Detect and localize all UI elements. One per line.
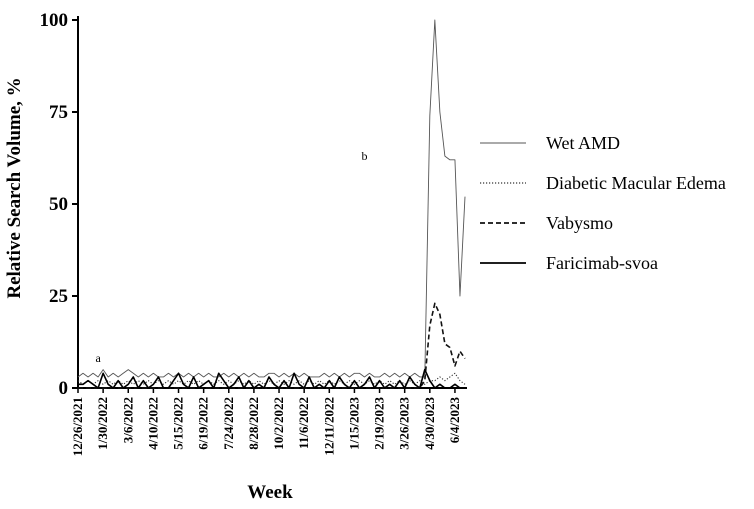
x-tick-label: 8/28/2022 [246, 397, 261, 450]
x-tick-label: 3/26/2023 [397, 397, 412, 450]
legend: Wet AMD Diabetic Macular Edema Vabysmo Fari… [480, 133, 726, 273]
series-line-faricimab-svoa [78, 368, 465, 389]
y-tick-label: 75 [49, 102, 68, 123]
annotation-label: a [95, 351, 101, 365]
x-tick-label: 3/6/2022 [120, 397, 135, 443]
x-tick-label: 5/15/2022 [171, 397, 186, 450]
x-tick-label: 6/19/2022 [196, 397, 211, 450]
y-axis-title: Relative Search Volume, % [4, 77, 25, 298]
axes [77, 16, 467, 389]
x-tick-label: 1/30/2022 [95, 397, 110, 450]
series-lines [77, 19, 466, 389]
y-tick-label: 25 [49, 286, 68, 307]
y-tick-label: 0 [59, 378, 69, 399]
y-tick-label: 100 [40, 10, 69, 31]
x-tick-label: 6/4/2023 [447, 397, 462, 444]
annotation-label: b [361, 149, 367, 163]
x-tick-label: 12/11/2022 [321, 397, 336, 456]
legend-label: Vabysmo [546, 213, 613, 233]
annotations: ab [95, 149, 367, 365]
legend-label: Diabetic Macular Edema [546, 173, 726, 193]
x-tick-label: 11/6/2022 [296, 397, 311, 449]
y-tick-label: 50 [49, 194, 68, 215]
legend-label: Wet AMD [546, 133, 620, 153]
legend-label: Faricimab-svoa [546, 253, 658, 273]
x-axis-title: Week [247, 482, 293, 503]
x-tick-label: 4/30/2023 [422, 397, 437, 450]
series-line-wet-amd [77, 19, 466, 378]
tick-marks: 0 25 50 75 100 12/26/2021 1/30/2022 3/6/2022 4/1… [40, 10, 462, 456]
x-tick-label: 10/2/2022 [271, 397, 286, 450]
x-tick-label: 4/10/2022 [145, 397, 160, 450]
x-tick-label: 2/19/2023 [372, 397, 387, 450]
x-tick-label: 7/24/2022 [221, 397, 236, 450]
x-tick-label: 12/26/2021 [70, 397, 85, 456]
x-tick-label: 1/15/2023 [346, 397, 361, 450]
series-line-vabysmo [78, 302, 466, 389]
